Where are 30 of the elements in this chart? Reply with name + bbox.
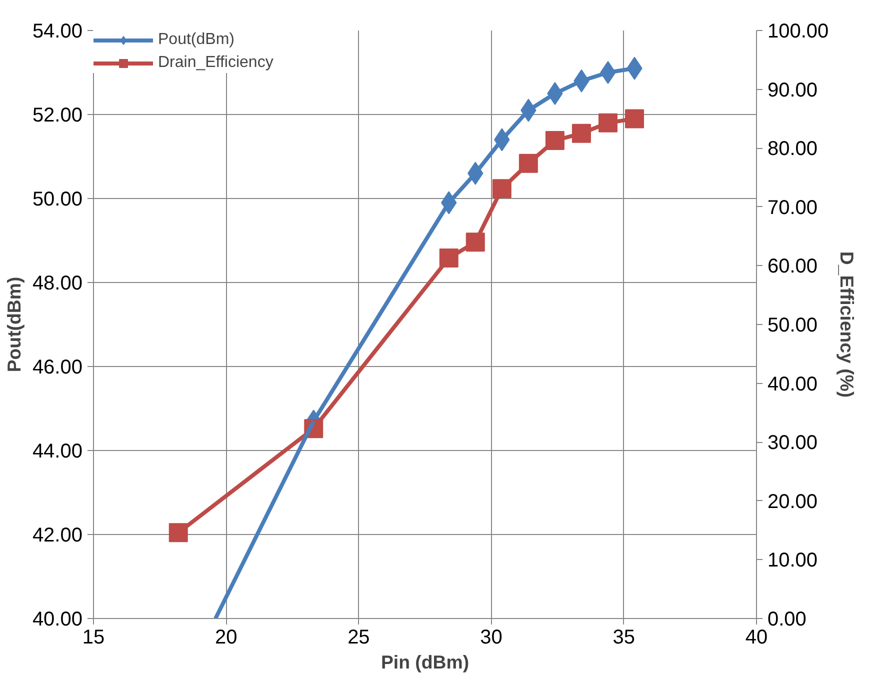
x-axis-title: Pin (dBm) (380, 652, 470, 672)
y2-tick-label: 80.00 (768, 138, 818, 160)
y-tick-label: 50.00 (32, 188, 83, 210)
y2-axis-title: D_Efficiency (%) (836, 251, 858, 398)
y2-tick-label: 90.00 (768, 79, 818, 102)
x-tick-label: 30 (480, 626, 502, 648)
y2-tick-label: 50.00 (768, 314, 818, 336)
y-axis-title: Pout(dBm) (3, 276, 24, 372)
y-tick-label: 52.00 (32, 104, 83, 126)
y2-tick-label: 60.00 (768, 256, 818, 278)
y2-tick-label: 10.00 (768, 550, 818, 572)
x-tick-label: 25 (348, 626, 370, 648)
x-tick-label: 35 (612, 626, 636, 648)
y2-tick-label: 100.00 (768, 20, 829, 42)
x-tick-label: 20 (214, 626, 238, 648)
y-tick-label: 42.00 (32, 524, 83, 546)
x-tick-label: 15 (82, 626, 105, 648)
y-tick-label: 44.00 (32, 440, 83, 462)
y-tick-label: 46.00 (32, 356, 83, 378)
y2-tick-label: 20.00 (768, 490, 818, 513)
y-tick-label: 40.00 (32, 608, 83, 630)
y2-tick-label: 70.00 (768, 196, 818, 219)
y-tick-label: 54.00 (32, 20, 83, 42)
y2-tick-label: 30.00 (768, 432, 818, 454)
legend-label: Pout(dBm) (158, 31, 234, 49)
legend-label: Drain_Efficiency (158, 54, 274, 72)
y2-tick-label: 40.00 (768, 373, 818, 396)
x-tick-label: 40 (745, 626, 768, 648)
y2-tick-label: 0.00 (768, 608, 806, 630)
y-tick-label: 48.00 (32, 272, 83, 294)
